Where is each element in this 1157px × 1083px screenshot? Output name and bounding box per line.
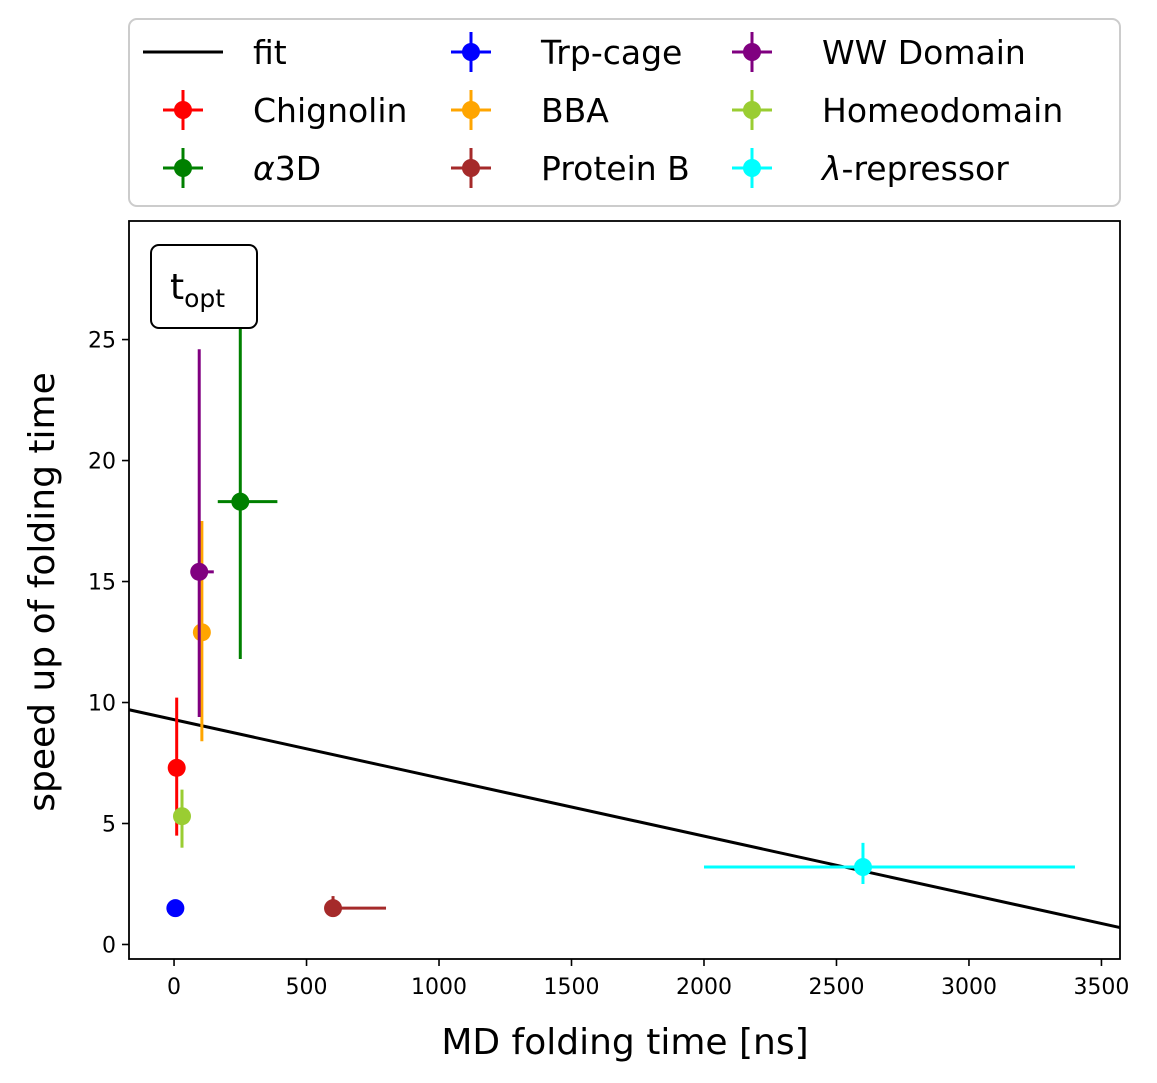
series-homeodomain [172,789,191,848]
legend-item-fit: fit [143,33,287,72]
y-tick-label: 25 [88,329,116,354]
data-point [166,899,185,918]
legend-label: Protein B [541,149,690,188]
legend-label-part: Trp-cage [540,33,682,72]
annotation-text: topt [170,267,225,313]
legend-marker [462,159,480,177]
legend-label-part: α [253,149,275,188]
legend-label: λ-repressor [820,149,1009,188]
legend-label-part: -repressor [842,149,1010,188]
x-tick-label: 1500 [544,975,600,1000]
legend-marker [743,159,761,177]
legend: fit Chignolin α3D Trp-cage BBA Protein B WW Do… [128,18,1121,207]
legend-frame [128,18,1121,207]
series-3d [217,325,278,659]
x-tick-label: 1000 [411,975,467,1000]
x-tick-label: 2500 [808,975,864,1000]
legend-item-chignolin: Chignolin [163,90,407,130]
legend-item-bba: BBA [451,90,609,130]
y-tick-label: 15 [88,571,116,596]
series-bba [192,521,211,742]
annotation-subscript: opt [184,284,225,313]
data-point [853,858,872,877]
axis-ticks: 0 500 1000 1500 2000 2500 3000 3500 0 5 10 15 20 25 [88,329,1129,1000]
series-ww-domain [190,349,214,718]
annotation-box: topt [150,244,258,329]
y-tick-label: 5 [102,812,116,837]
legend-label-part: fit [253,33,287,72]
legend-marker [462,43,480,61]
legend-label: Trp-cage [540,33,682,72]
series-protein-b [324,896,387,918]
legend-label: WW Domain [822,33,1026,72]
legend-label: α3D [253,149,321,188]
x-axis-label: MD folding time [ns] [441,1022,808,1063]
y-tick-label: 20 [88,450,116,475]
legend-label-part: WW Domain [822,33,1026,72]
legend-marker [462,101,480,119]
annotation-frame [150,244,258,329]
y-tick-label: 0 [102,933,116,958]
legend-item-protein-b: Protein B [451,148,690,188]
legend-label-part: λ [820,149,842,188]
y-tick-label: 10 [88,692,116,717]
x-tick-label: 0 [167,975,181,1000]
legend-label: Homeodomain [822,91,1063,130]
legend-label: fit [253,33,287,72]
data-point [167,758,186,777]
y-axis-label: speed up of folding time [22,372,63,811]
series-repressor [703,842,1075,884]
legend-label: BBA [541,91,609,130]
x-tick-label: 500 [286,975,328,1000]
legend-label: Chignolin [253,91,407,130]
x-tick-label: 3500 [1073,975,1129,1000]
legend-marker [743,101,761,119]
x-tick-label: 3000 [941,975,997,1000]
legend-label-part: Protein B [541,149,690,188]
legend-label-part: 3D [275,149,321,188]
legend-item-ww-domain: WW Domain [732,32,1026,72]
legend-item-trp-cage: Trp-cage [451,32,682,72]
annotation-main: t [170,267,184,308]
plot-area [128,220,1121,960]
legend-marker [174,159,192,177]
fit-line [128,708,1121,930]
legend-item-3d: α3D [163,148,321,188]
legend-marker [174,101,192,119]
data-point [190,562,209,581]
legend-label-part: BBA [541,91,609,130]
series-trp-cage [166,899,185,918]
data-marks [128,325,1121,930]
legend-item-repressor: λ-repressor [732,148,1009,188]
legend-label-part: Homeodomain [822,91,1063,130]
data-point [231,492,250,511]
data-point [172,807,191,826]
data-point [324,899,343,918]
data-point [192,623,211,642]
legend-marker [743,43,761,61]
x-tick-label: 2000 [676,975,732,1000]
legend-item-homeodomain: Homeodomain [732,90,1063,130]
legend-label-part: Chignolin [253,91,407,130]
